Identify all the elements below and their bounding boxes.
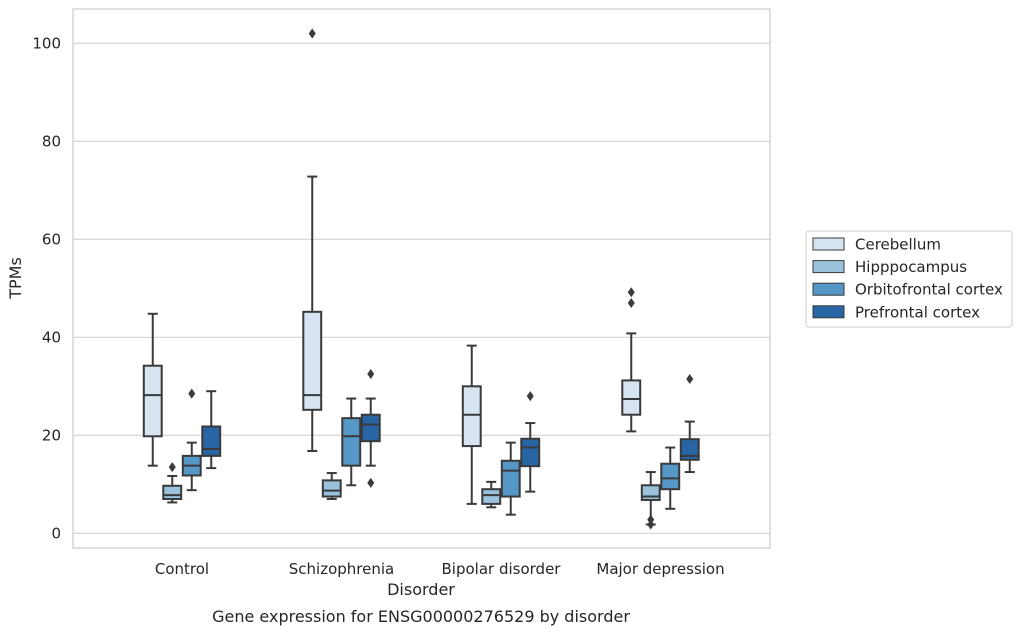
box-body xyxy=(640,484,661,501)
outlier-point xyxy=(367,477,375,488)
y-tick-label: 80 xyxy=(42,132,61,150)
box-body xyxy=(481,488,502,505)
box-body xyxy=(142,364,163,438)
outlier-point xyxy=(647,519,655,530)
y-axis-ticks: 0 20 40 60 80 100 xyxy=(32,34,61,542)
box xyxy=(162,462,183,504)
legend-label: Hipppocampus xyxy=(855,258,967,276)
box-body xyxy=(162,484,183,500)
chart-caption: Gene expression for ENSG00000276529 by d… xyxy=(212,607,630,626)
x-tick-label: Schizophrenia xyxy=(289,560,394,578)
box xyxy=(481,480,502,509)
box xyxy=(461,344,482,505)
legend-frame xyxy=(805,230,1013,328)
box xyxy=(679,373,700,474)
box-body xyxy=(660,462,681,491)
outlier-point xyxy=(627,287,635,298)
legend-swatch xyxy=(812,260,845,274)
outlier-point xyxy=(526,391,534,402)
legend-swatch xyxy=(812,237,845,251)
box-body xyxy=(461,385,482,448)
box-body xyxy=(201,425,222,457)
x-axis-ticks: Control Schizophrenia Bipolar disorder Majo… xyxy=(155,560,725,578)
y-tick-label: 0 xyxy=(51,524,61,542)
box-body xyxy=(321,479,342,498)
outlier-point xyxy=(168,462,176,473)
box xyxy=(201,390,222,470)
outlier-point xyxy=(627,298,635,308)
legend-label: Prefrontal cortex xyxy=(855,303,980,321)
box-body xyxy=(302,310,323,411)
box xyxy=(520,391,541,493)
y-tick-label: 100 xyxy=(32,34,61,52)
x-tick-label: Major depression xyxy=(596,560,724,578)
box-body xyxy=(520,437,541,468)
legend-label: Cerebellum xyxy=(855,236,941,254)
box xyxy=(660,446,681,510)
box xyxy=(640,471,661,530)
outlier-point xyxy=(188,388,196,399)
plot-frame xyxy=(72,8,771,549)
y-axis-title: TPMs xyxy=(6,257,25,300)
box xyxy=(360,369,381,488)
legend: Cerebellum Hipppocampus Orbitofrontal cort… xyxy=(805,230,1013,328)
outlier-point xyxy=(367,369,375,380)
box xyxy=(500,441,521,516)
box xyxy=(142,312,163,467)
box xyxy=(181,388,202,492)
legend-label: Orbitofrontal cortex xyxy=(855,281,1003,299)
box xyxy=(341,397,362,487)
x-axis-title: Disorder xyxy=(387,580,455,599)
box-body xyxy=(500,459,521,498)
outlier-point xyxy=(308,28,316,39)
box xyxy=(302,28,323,452)
boxes xyxy=(142,28,700,530)
x-tick-label: Bipolar disorder xyxy=(442,560,562,578)
box-body xyxy=(341,417,362,467)
box xyxy=(321,472,342,500)
legend-swatch xyxy=(812,282,845,296)
box-body xyxy=(679,438,700,461)
box-body xyxy=(360,413,381,443)
outlier-point xyxy=(686,373,694,384)
x-tick-label: Control xyxy=(155,560,209,578)
box-body xyxy=(621,379,642,416)
y-tick-label: 60 xyxy=(42,230,61,248)
y-tick-label: 40 xyxy=(42,328,61,346)
y-tick-label: 20 xyxy=(42,426,61,444)
legend-swatch xyxy=(812,305,845,319)
box xyxy=(621,287,642,433)
grid-lines xyxy=(73,42,770,534)
